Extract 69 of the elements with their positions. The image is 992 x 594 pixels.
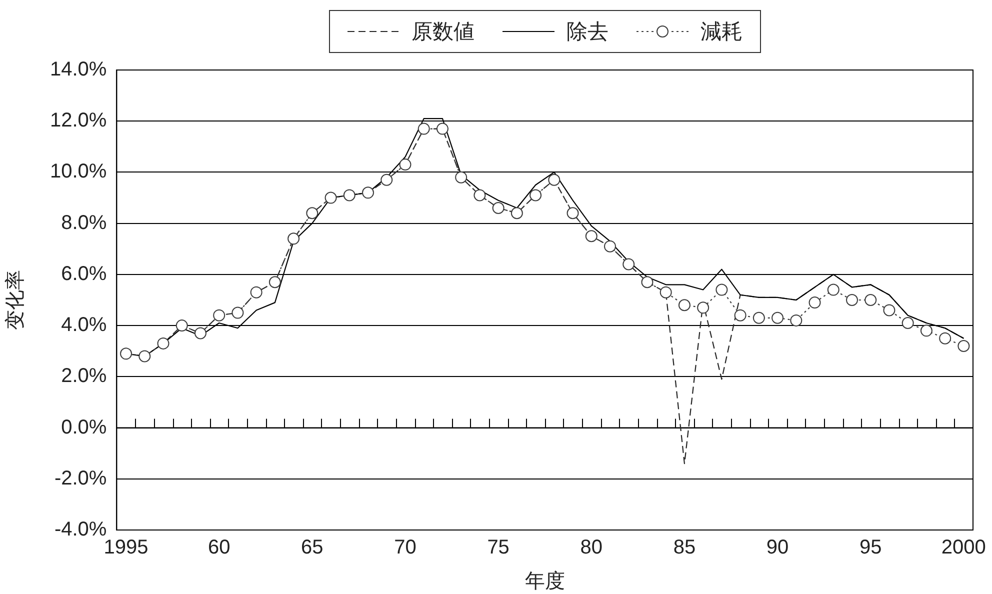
point	[808, 296, 821, 309]
point	[752, 312, 765, 324]
point	[660, 286, 672, 298]
point	[492, 202, 504, 214]
point	[213, 309, 226, 322]
point	[827, 284, 840, 296]
point	[604, 240, 616, 252]
x-tick-label: 95	[859, 536, 882, 559]
point	[455, 171, 468, 184]
point	[436, 122, 448, 135]
point	[194, 327, 206, 340]
y-tick-label: 0.0%	[61, 416, 107, 438]
point	[697, 302, 710, 314]
point	[958, 340, 970, 352]
point	[566, 207, 579, 220]
point	[902, 317, 914, 329]
point	[622, 258, 635, 270]
point	[138, 350, 151, 362]
point	[232, 306, 244, 319]
point	[530, 189, 542, 202]
point	[548, 174, 560, 186]
y-tick-label: 6.0%	[61, 262, 107, 285]
point	[920, 324, 932, 337]
x-tick-label: 90	[766, 536, 789, 559]
point	[716, 284, 728, 296]
point	[343, 189, 356, 202]
x-tick-label: 60	[208, 536, 230, 559]
point	[864, 294, 877, 306]
point	[846, 294, 858, 306]
point	[250, 286, 262, 298]
point	[380, 174, 393, 186]
y-tick-label: 14.0%	[50, 58, 107, 81]
legend-label: 除去	[566, 20, 608, 44]
y-tick-label: 4.0%	[61, 314, 107, 336]
point	[510, 207, 523, 220]
point	[399, 158, 412, 171]
legend-label: 原数値	[412, 20, 474, 44]
point	[362, 186, 374, 199]
legend-label: 減耗	[700, 20, 742, 44]
point	[120, 348, 132, 360]
point	[734, 309, 746, 322]
point	[772, 312, 784, 324]
y-axis-title: 变化率	[4, 270, 27, 330]
y-tick-label: 8.0%	[61, 212, 107, 234]
point	[157, 337, 170, 350]
y-tick-label: -2.0%	[54, 467, 107, 490]
point	[288, 232, 300, 245]
point	[268, 276, 281, 288]
x-tick-label: 80	[580, 536, 603, 559]
x-tick-label: 70	[394, 536, 416, 559]
point	[418, 122, 430, 135]
y-tick-label: 2.0%	[61, 365, 107, 388]
point	[324, 192, 337, 204]
point	[678, 299, 690, 312]
point	[641, 276, 654, 288]
point	[585, 230, 598, 242]
point	[790, 314, 802, 326]
y-tick-label: 10.0%	[50, 160, 107, 183]
x-tick-label: 2000	[941, 536, 986, 559]
x-tick-label: 75	[487, 536, 510, 559]
point	[883, 304, 896, 316]
point	[306, 207, 318, 220]
x-tick-label: 65	[301, 536, 324, 559]
x-tick-label: 85	[673, 536, 696, 559]
point	[176, 320, 188, 332]
y-tick-label: 12.0%	[50, 110, 107, 132]
x-axis-title: 年度	[524, 570, 565, 593]
point	[939, 332, 952, 344]
point	[474, 189, 486, 202]
